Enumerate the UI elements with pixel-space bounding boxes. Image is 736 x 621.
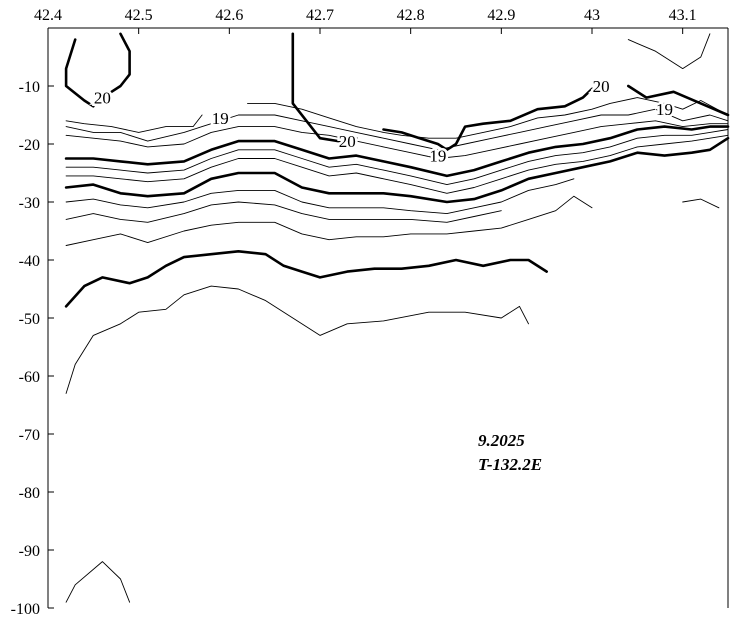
x-tick-label: 42.9 xyxy=(487,7,515,24)
y-tick-label: -20 xyxy=(19,137,40,154)
contour-label: 20 xyxy=(94,89,111,108)
x-tick-label: 42.4 xyxy=(34,7,62,24)
contour-line xyxy=(65,134,729,194)
contour-label: 19 xyxy=(656,100,673,119)
x-tick-label: 42.8 xyxy=(397,7,425,24)
y-tick-label: -70 xyxy=(19,427,40,444)
y-tick-label: -80 xyxy=(19,485,40,502)
contour-line xyxy=(65,285,529,394)
contour-line xyxy=(65,195,593,246)
y-tick-label: -60 xyxy=(19,369,40,386)
contour-line xyxy=(65,120,729,159)
contour-line xyxy=(682,198,720,209)
contour-line xyxy=(65,561,131,603)
contour-line xyxy=(382,87,594,152)
x-tick-label: 43.1 xyxy=(669,7,697,24)
contour-labels: 20 19 20 19 20 19 xyxy=(91,75,675,169)
contour-line xyxy=(65,178,575,215)
y-tick-label: -50 xyxy=(19,311,40,328)
contour-lines xyxy=(64,32,730,603)
contour-line xyxy=(64,250,549,308)
y-tick-label: -100 xyxy=(11,601,40,618)
contour-line xyxy=(65,114,203,133)
contour-line xyxy=(64,136,730,204)
contour-line xyxy=(626,84,730,117)
y-tick-label: -10 xyxy=(19,79,40,96)
contour-line xyxy=(64,38,95,108)
x-tick-label: 43 xyxy=(584,7,600,24)
x-tick-label: 42.7 xyxy=(306,7,334,24)
x-tick-label: 42.5 xyxy=(125,7,153,24)
x-tick-label: 42.6 xyxy=(215,7,243,24)
contour-label: 20 xyxy=(593,77,610,96)
y-tick-label: -30 xyxy=(19,195,40,212)
contour-line xyxy=(64,125,730,178)
x-axis: 42.4 42.5 42.6 42.7 42.8 42.9 43 43.1 xyxy=(34,7,697,34)
contour-label: 19 xyxy=(212,109,229,128)
contour-line xyxy=(291,32,358,143)
annotation-transect: T-132.2E xyxy=(478,455,542,474)
contour-line xyxy=(247,97,729,139)
contour-line xyxy=(110,32,131,94)
y-axis: -10 -20 -30 -40 -50 -60 -70 -80 -90 -100 xyxy=(11,79,54,618)
contour-line xyxy=(627,33,711,70)
y-tick-label: -40 xyxy=(19,253,40,270)
contour-label: 20 xyxy=(339,132,356,151)
contour-line xyxy=(65,201,502,223)
contour-line xyxy=(65,129,729,186)
annotation-date: 9.2025 xyxy=(478,431,525,450)
contour-label: 19 xyxy=(429,147,446,166)
contour-line xyxy=(65,108,729,151)
y-tick-label: -90 xyxy=(19,543,40,560)
